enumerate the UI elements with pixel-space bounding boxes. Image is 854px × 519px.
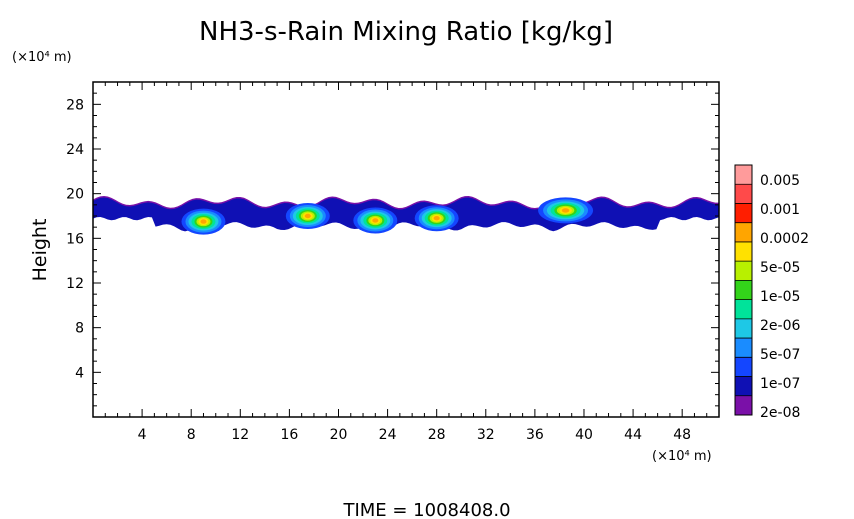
colorbar-label: 1e-07	[760, 376, 800, 392]
x-tick-label: 32	[477, 427, 495, 443]
x-tick-label: 44	[624, 427, 642, 443]
y-tick-label: 16	[66, 231, 84, 247]
colorbar-label: 5e-05	[760, 260, 800, 276]
colorbar-swatch	[735, 222, 752, 243]
x-tick-label: 28	[428, 427, 446, 443]
colorbar-swatch	[735, 203, 752, 223]
colorbar-swatch	[735, 395, 752, 416]
colorbar-label: 2e-08	[760, 405, 800, 421]
field-cell-2-level-3	[304, 213, 311, 219]
colorbar-swatch	[735, 280, 752, 300]
x-tick-label: 12	[231, 427, 249, 443]
chart-title: NH3-s-Rain Mixing Ratio [kg/kg]	[199, 17, 613, 47]
plot-area	[93, 82, 719, 417]
colorbar-swatch	[735, 376, 752, 397]
x-unit-label: (×10⁴ m)	[652, 449, 712, 464]
y-axis-label: Height	[29, 219, 51, 282]
colorbar-label: 2e-06	[760, 318, 800, 334]
colorbar-label: 5e-07	[760, 347, 800, 363]
y-tick-label: 28	[66, 97, 84, 113]
colorbar: 0.005 0.001 0.0002 5e-05 1e-05 2e-06 5e-07 1e-0…	[734, 164, 809, 421]
y-unit-label: (×10⁴ m)	[12, 50, 72, 65]
field-cell-1-level-3	[200, 219, 207, 224]
colorbar-label: 0.0002	[760, 231, 809, 247]
field-cell-4-level-3	[433, 216, 440, 221]
colorbar-label: 0.001	[760, 202, 800, 218]
x-tick-label: 36	[526, 427, 544, 443]
colorbar-swatch	[735, 184, 752, 204]
colorbar-label: 0.005	[760, 173, 800, 189]
x-tick-label: 48	[673, 427, 691, 443]
colorbar-swatch	[735, 299, 752, 320]
colorbar-swatch	[735, 338, 752, 358]
colorbar-swatch	[735, 241, 752, 262]
colorbar-label: 1e-05	[760, 289, 800, 305]
y-tick-label: 8	[75, 321, 84, 337]
x-tick-label: 16	[280, 427, 298, 443]
y-tick-label: 20	[66, 187, 84, 203]
colorbar-swatch	[735, 261, 752, 281]
y-tick-label: 12	[66, 276, 84, 292]
y-tick-label: 24	[66, 142, 84, 158]
colorbar-frame	[734, 164, 753, 416]
x-tick-label: 24	[379, 427, 397, 443]
colorbar-swatch	[735, 357, 752, 377]
field-cell-5-level-3	[561, 208, 570, 213]
x-tick-label: 8	[187, 427, 196, 443]
colorbar-swatch	[735, 318, 752, 339]
x-tick-label: 40	[575, 427, 593, 443]
colorbar-swatch	[735, 165, 752, 185]
time-footer: TIME = 1008408.0	[342, 500, 510, 519]
x-tick-label: 4	[138, 427, 147, 443]
x-tick-label: 20	[330, 427, 348, 443]
mixing-ratio-field	[93, 195, 719, 235]
y-tick-label: 4	[75, 365, 84, 381]
field-cell-3-level-3	[372, 218, 379, 223]
